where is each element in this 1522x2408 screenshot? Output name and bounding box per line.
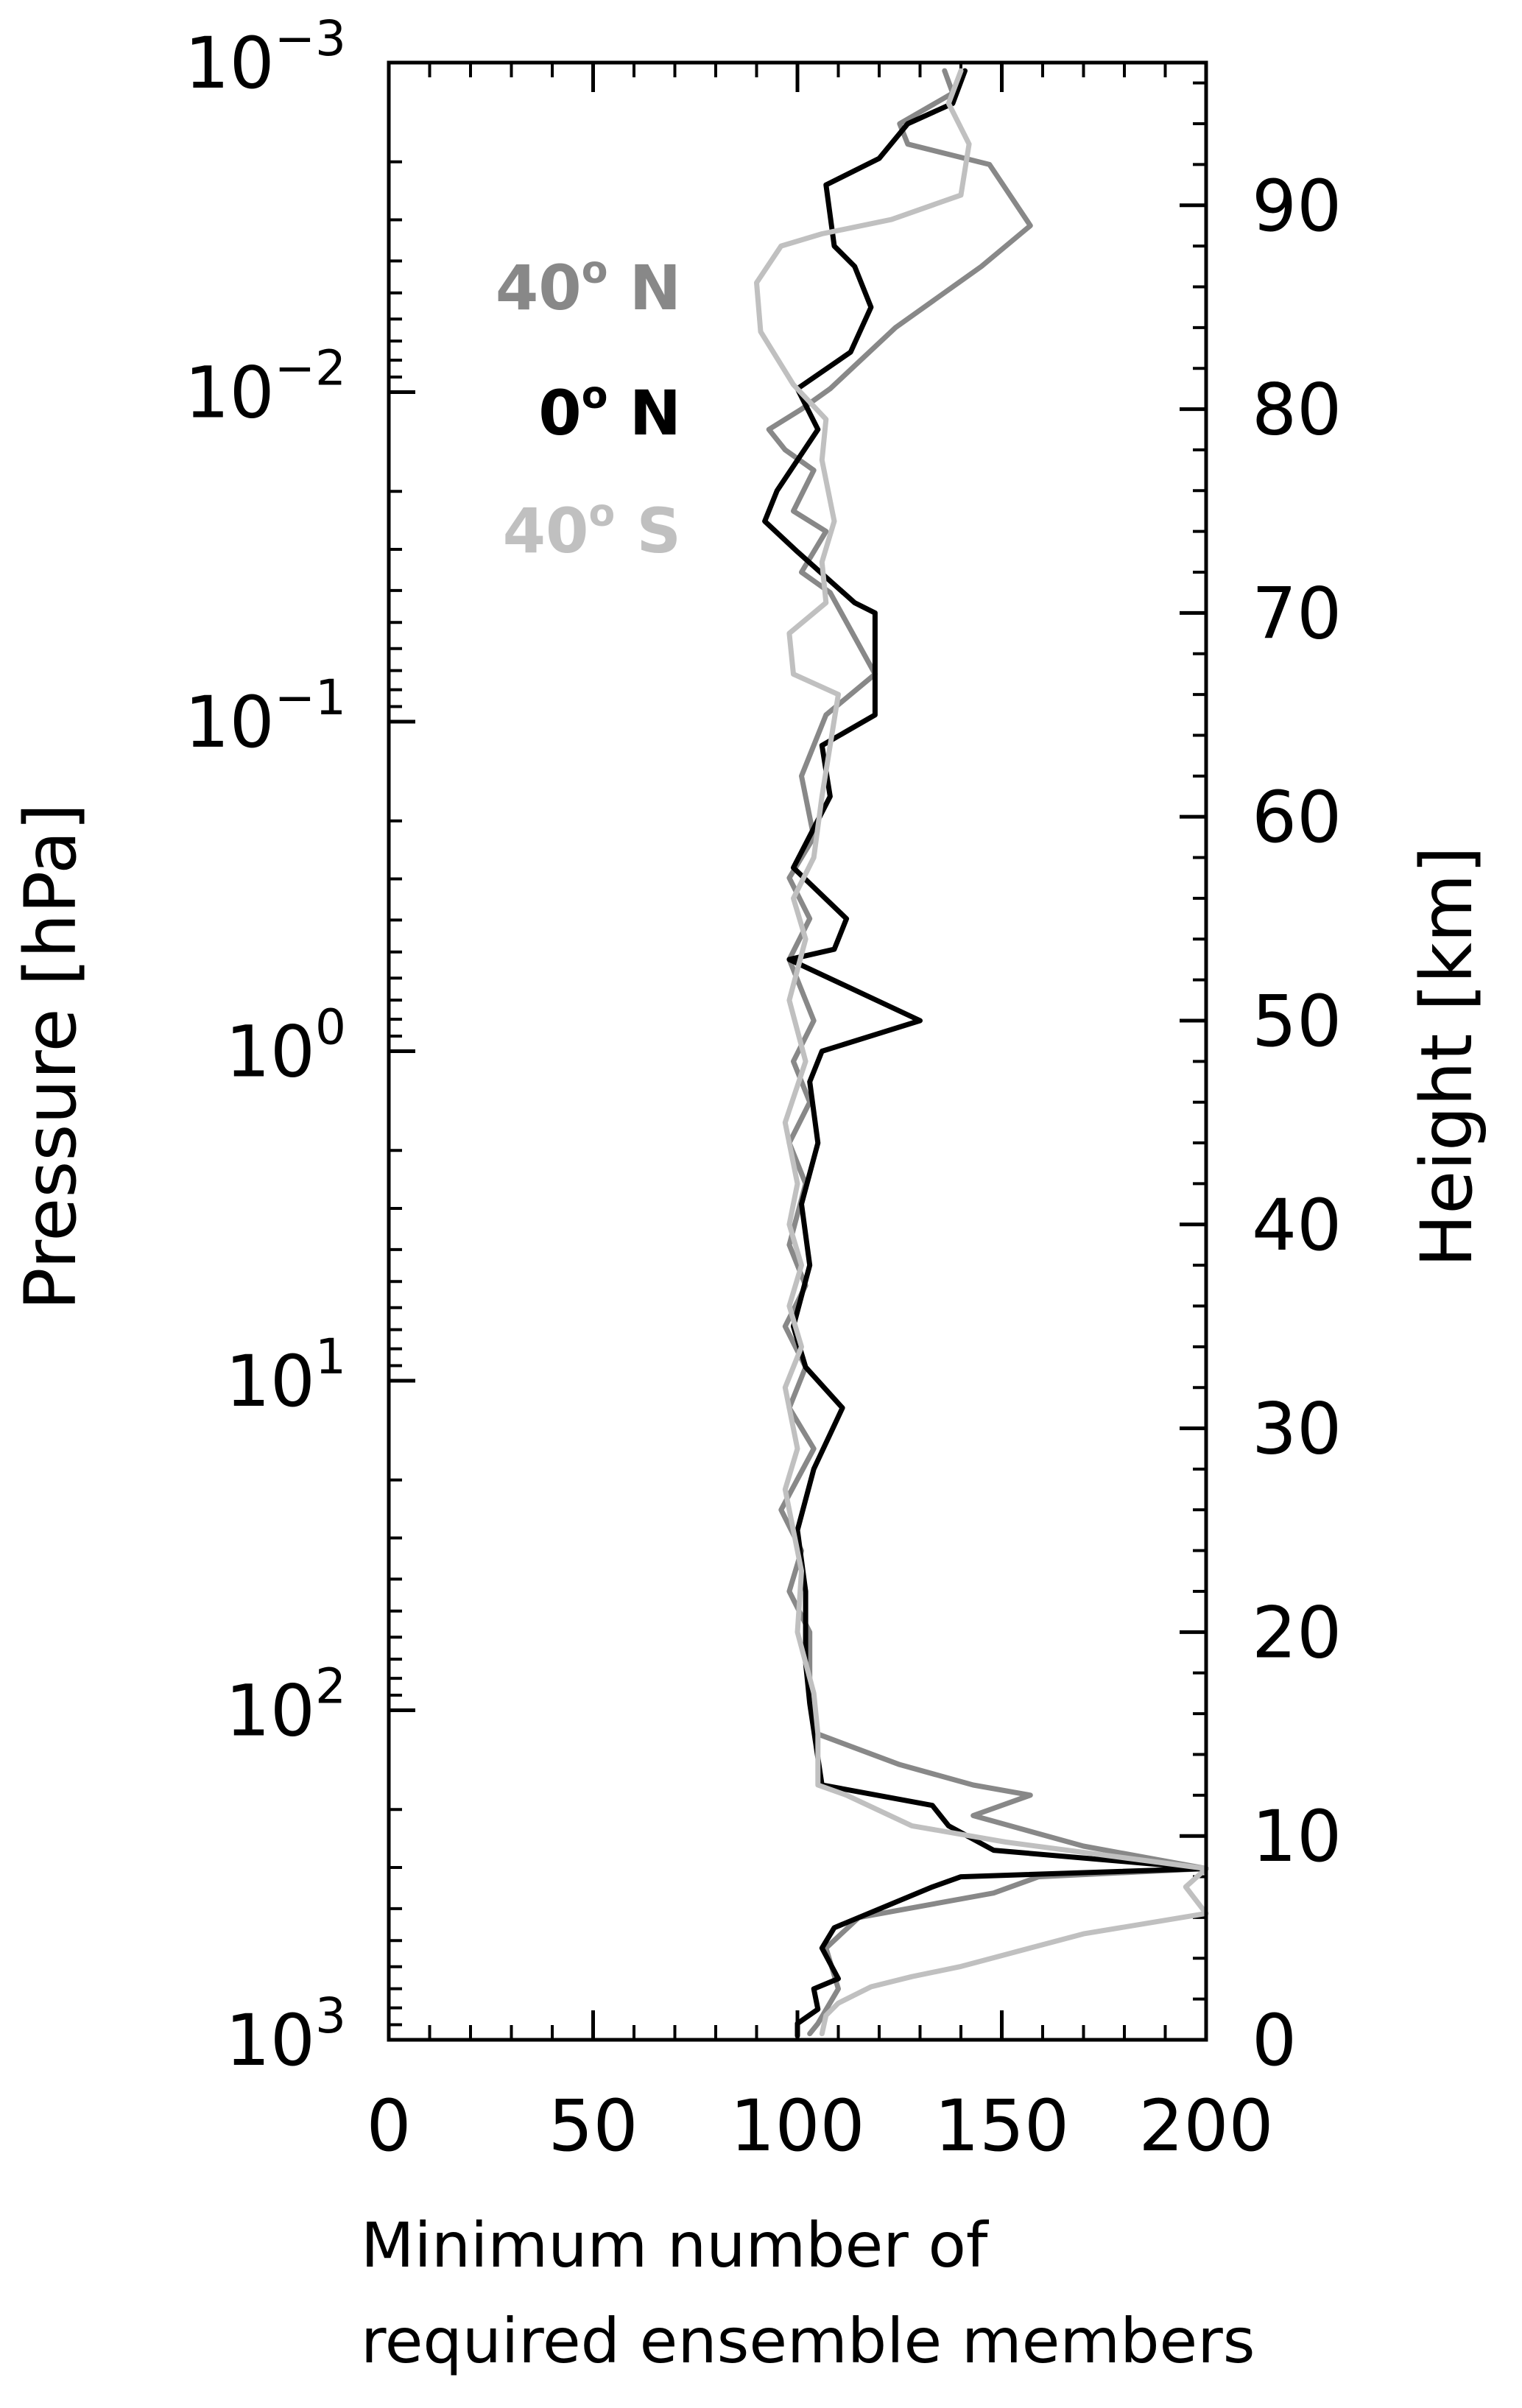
series-line-1 xyxy=(762,68,1209,2038)
x-tick-label: 150 xyxy=(934,2085,1069,2167)
y-axis-right-label: Height [km] xyxy=(1406,846,1488,1267)
legend-entry: 40o S xyxy=(503,491,681,567)
y-right-tick-label: 30 xyxy=(1252,1388,1342,1471)
x-tick-label: 200 xyxy=(1138,2085,1273,2167)
y-left-tick-label: 101 xyxy=(225,1328,346,1423)
y-right-tick-label: 60 xyxy=(1252,776,1342,859)
y-left-tick-label: 10−2 xyxy=(185,340,346,434)
y-right-tick-label: 70 xyxy=(1252,572,1342,655)
y-right-tick-label: 90 xyxy=(1252,165,1342,247)
plot-frame xyxy=(387,60,1208,2042)
y-right-tick-labels: 0 10 20 30 40 50 60 70 80 90 xyxy=(1252,165,1342,2082)
series-lines xyxy=(754,68,1209,2038)
y-left-tick-label: 103 xyxy=(225,1988,346,2082)
y-right-tick-label: 40 xyxy=(1252,1184,1342,1267)
series-line-2 xyxy=(754,68,1209,2037)
x-tick-label: 0 xyxy=(366,2085,411,2167)
y-left-tick-label: 10−1 xyxy=(185,669,346,764)
minor-ticks xyxy=(389,63,1206,2040)
y-left-tick-label: 102 xyxy=(225,1658,346,1753)
legend: 40o N 0o N 40o S xyxy=(496,248,681,567)
y-right-tick-label: 20 xyxy=(1252,1591,1342,1674)
y-left-tick-labels: 10−3 10−2 10−1 100 101 102 103 xyxy=(185,10,346,2082)
legend-entry: 40o N xyxy=(496,248,681,324)
y-axis-left-label: Pressure [hPa] xyxy=(10,803,92,1311)
y-left-tick-label: 10−3 xyxy=(185,10,346,105)
x-tick-label: 100 xyxy=(730,2085,864,2167)
legend-entry: 0o N xyxy=(538,373,681,449)
x-tick-label: 50 xyxy=(548,2085,638,2167)
y-left-tick-label: 100 xyxy=(225,999,346,1094)
x-axis-label-line-2: required ensemble members xyxy=(361,2305,1255,2377)
y-right-tick-label: 0 xyxy=(1252,1999,1297,2082)
y-right-tick-label: 50 xyxy=(1252,980,1342,1063)
y-right-tick-label: 10 xyxy=(1252,1795,1342,1878)
y-right-tick-label: 80 xyxy=(1252,369,1342,451)
x-axis-label-line-1: Minimum number of xyxy=(361,2209,990,2281)
x-tick-labels: 0 50 100 150 200 xyxy=(366,2085,1273,2167)
